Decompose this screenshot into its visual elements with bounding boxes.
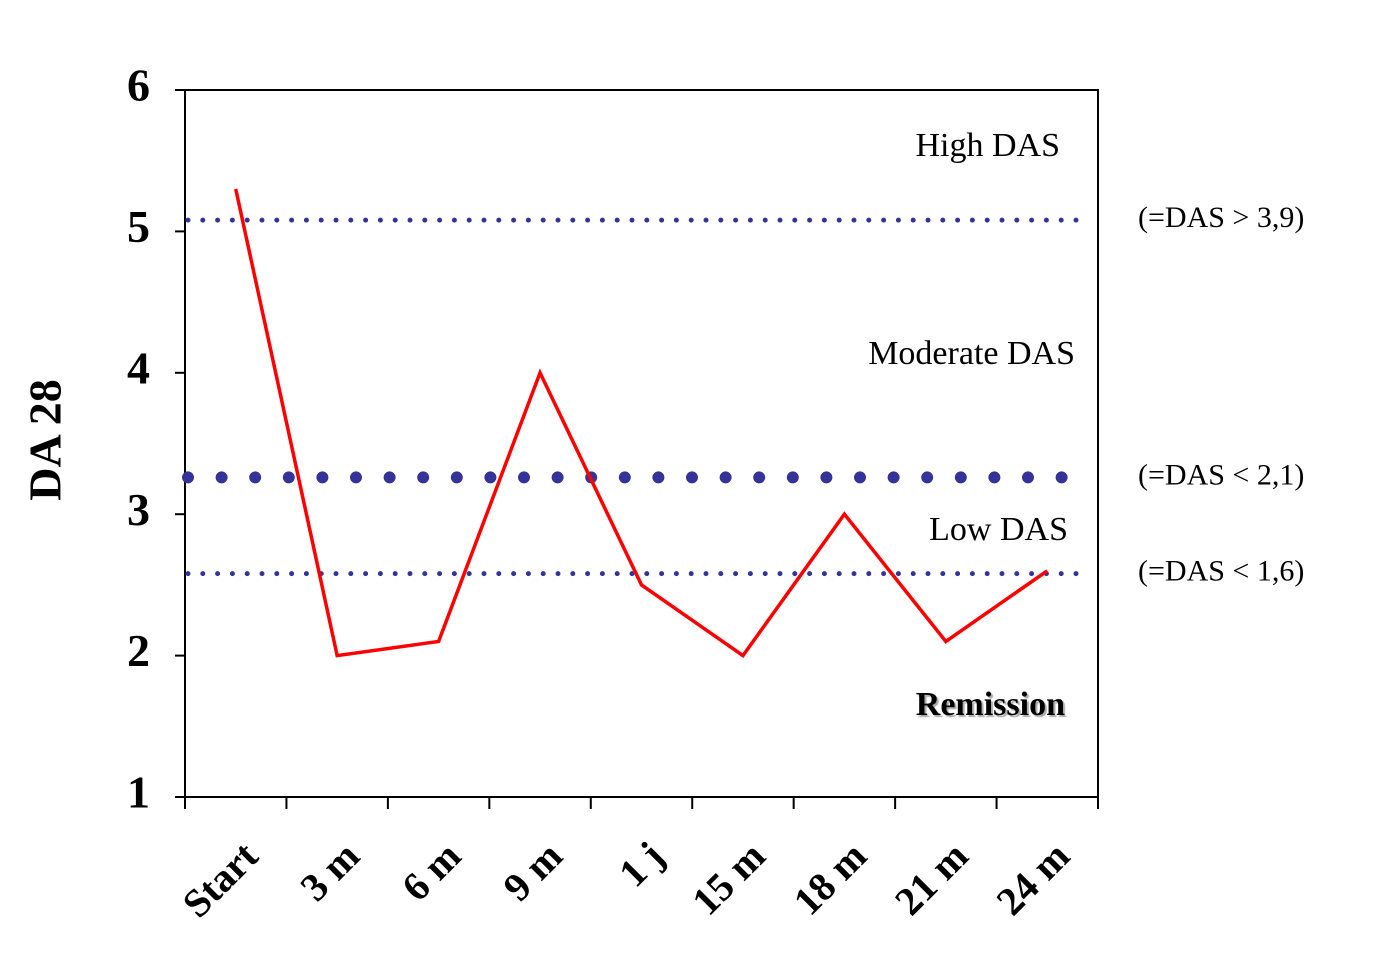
y-tick-label: 2 (127, 625, 150, 676)
reference-label: (=DAS < 2,1) (1138, 458, 1304, 491)
zone-label: High DAS (915, 127, 1060, 164)
y-tick-label: 1 (127, 767, 150, 818)
x-tick-label: 6 m (393, 833, 470, 910)
x-tick-label: 21 m (886, 833, 977, 924)
reference-label: (=DAS > 3,9) (1138, 201, 1304, 234)
y-axis-label: DA 28 (20, 379, 71, 500)
zone-label: Low DAS (929, 511, 1068, 548)
chart: DA 28 1 2 3 4 5 6 (=DAS > 3,9) (=DAS < 2,1) (=DA… (0, 0, 1379, 974)
x-tick-label: 18 m (784, 833, 875, 924)
x-tick-label: 3 m (291, 833, 368, 910)
data-line (236, 189, 1048, 656)
x-tick-label: Start (173, 833, 267, 927)
zone-label: Moderate DAS (868, 335, 1075, 372)
page: DA 28 1 2 3 4 5 6 (=DAS > 3,9) (=DAS < 2,1) (=DA… (0, 0, 1379, 974)
x-tick-label: 1 j (610, 833, 672, 895)
x-tick-label: 9 m (494, 833, 571, 910)
reference-label: (=DAS < 1,6) (1138, 554, 1304, 587)
x-tick-label: 15 m (683, 833, 774, 924)
y-tick-label: 5 (127, 201, 150, 252)
zone-label: Remission (916, 686, 1065, 723)
x-tick-label: 24 m (987, 833, 1078, 924)
y-tick-label: 3 (127, 484, 150, 535)
y-tick-label: 4 (127, 342, 150, 393)
y-tick-label: 6 (127, 60, 150, 111)
